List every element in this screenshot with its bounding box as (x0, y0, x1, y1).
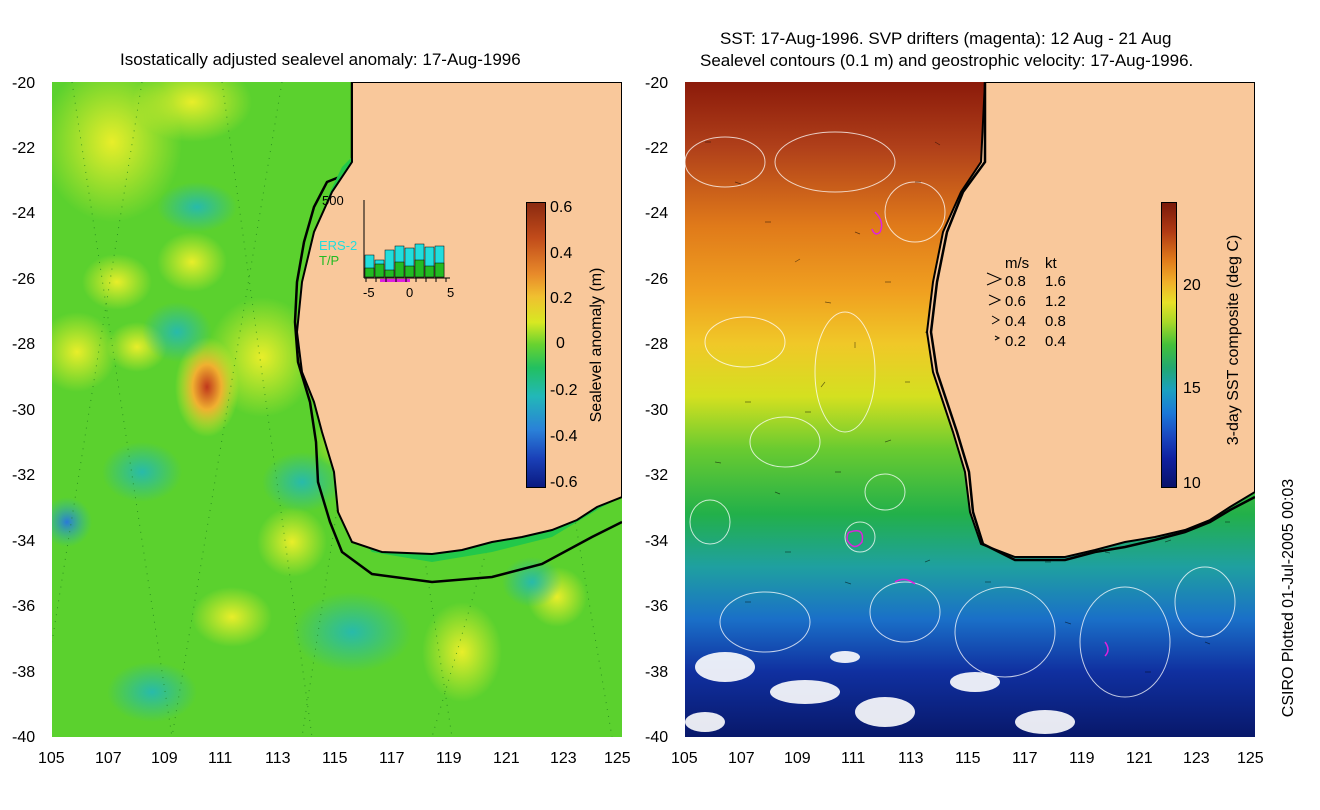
lat-tick: -32 (645, 467, 669, 484)
lon-tick: 105 (38, 750, 65, 767)
velocity-legend-kt: 1.6 (1045, 273, 1066, 290)
inset-y-max: 500 (322, 193, 344, 208)
sla-colorbar-label: Sealevel anomaly (m) (588, 267, 605, 423)
velocity-legend-ms: 0.8 (1005, 273, 1026, 290)
lon-tick: 109 (151, 750, 178, 767)
lat-tick: -24 (12, 205, 36, 222)
inset-label-ers2: ERS-2 (319, 238, 358, 253)
shelf-contour (293, 82, 623, 584)
inset-bar (364, 267, 375, 278)
velocity-legend-ms: 0.6 (1005, 293, 1026, 310)
sst-cb-tick: 15 (1183, 380, 1201, 397)
inset-xtick: -5 (363, 285, 375, 300)
velocity-legend-kt-header: kt (1045, 255, 1057, 272)
right-map-title-line1: SST: 17-Aug-1996. SVP drifters (magenta)… (720, 29, 1172, 48)
lon-tick: 125 (1237, 750, 1264, 767)
lon-tick: 113 (898, 750, 924, 767)
sst-colorbar-label: 3-day SST composite (deg C) (1225, 234, 1242, 446)
csiro-credit: CSIRO Plotted 01-Jul-2005 00:03 (1280, 478, 1297, 718)
velocity-legend-kt: 0.4 (1045, 333, 1066, 350)
velocity-legend-ms-header: m/s (1005, 255, 1030, 272)
inset-xtick: 5 (447, 285, 455, 300)
sla-cb-tick: -0.4 (550, 428, 578, 445)
lat-tick: -28 (12, 336, 36, 353)
sst-map (684, 81, 1256, 737)
lat-tick: -40 (12, 729, 36, 746)
sla-cb-tick: 0 (556, 335, 565, 352)
inset-label-tp: T/P (319, 253, 340, 268)
lat-tick: -34 (645, 533, 669, 550)
sst-colorbar (1161, 202, 1177, 488)
lat-tick: -30 (645, 402, 669, 419)
velocity-legend-ms: 0.2 (1005, 333, 1026, 350)
sst-cb-tick: 10 (1183, 475, 1201, 492)
lon-tick: 111 (841, 750, 866, 767)
sla-cb-tick: 0.4 (550, 245, 573, 262)
track-histogram-inset: 500 ERS-2 T/P -5 0 5 (300, 190, 470, 300)
lon-tick: 109 (784, 750, 811, 767)
inset-bar (404, 265, 415, 278)
velocity-legend-kt: 1.2 (1045, 293, 1066, 310)
sla-cb-tick: -0.2 (550, 382, 578, 399)
lat-tick: -34 (12, 533, 36, 550)
inset-bar (374, 263, 385, 278)
lon-tick: 125 (604, 750, 631, 767)
lat-tick: -20 (645, 75, 669, 92)
lon-tick: 123 (1183, 750, 1210, 767)
lon-tick: 119 (1069, 750, 1095, 767)
sst-map-graphic (684, 81, 1256, 737)
lat-tick: -28 (645, 336, 669, 353)
lat-tick: -30 (12, 402, 36, 419)
lat-tick: -38 (645, 664, 669, 681)
sla-cb-tick: -0.6 (550, 474, 578, 491)
lat-tick: -36 (645, 598, 669, 615)
sla-cb-tick: 0.2 (550, 290, 573, 307)
lon-tick: 117 (1012, 750, 1038, 767)
lon-tick: 107 (95, 750, 122, 767)
right-map-title-line2: Sealevel contours (0.1 m) and geostrophi… (700, 51, 1194, 70)
lon-tick: 111 (208, 750, 233, 767)
sst-shelf-contour (929, 82, 1256, 562)
velocity-legend: m/s kt 0.8 1.6 0.6 1.2 0.4 0.8 0.2 0.4 (985, 255, 1085, 350)
sla-cb-tick: 0.6 (550, 199, 573, 216)
inset-bar (394, 261, 405, 278)
lon-tick: 107 (728, 750, 755, 767)
lon-tick: 105 (671, 750, 698, 767)
sealevel-colorbar (526, 202, 546, 488)
lat-tick: -24 (645, 205, 669, 222)
sst-cb-tick: 20 (1183, 277, 1201, 294)
lat-tick: -26 (12, 271, 36, 288)
lat-tick: -36 (12, 598, 36, 615)
inset-bar (384, 269, 395, 278)
lat-tick: -26 (645, 271, 669, 288)
lon-tick: 115 (322, 750, 348, 767)
velocity-legend-kt: 0.8 (1045, 313, 1066, 330)
lat-tick: -22 (645, 140, 669, 157)
lon-tick: 113 (265, 750, 291, 767)
lon-tick: 117 (379, 750, 405, 767)
lat-tick: -32 (12, 467, 36, 484)
lat-tick: -38 (12, 664, 36, 681)
velocity-legend-ms: 0.4 (1005, 313, 1026, 330)
lon-tick: 115 (955, 750, 981, 767)
inset-bar (424, 265, 435, 278)
lon-tick: 121 (493, 750, 520, 767)
lon-tick: 121 (1126, 750, 1153, 767)
inset-bar (414, 259, 425, 278)
lon-tick: 123 (550, 750, 577, 767)
lon-tick: 119 (436, 750, 462, 767)
lat-tick: -22 (12, 140, 36, 157)
lat-tick: -40 (645, 729, 669, 746)
lat-tick: -20 (12, 75, 36, 92)
inset-bar (434, 262, 445, 278)
inset-xtick: 0 (406, 285, 414, 300)
left-map-title: Isostatically adjusted sealevel anomaly:… (120, 50, 521, 69)
